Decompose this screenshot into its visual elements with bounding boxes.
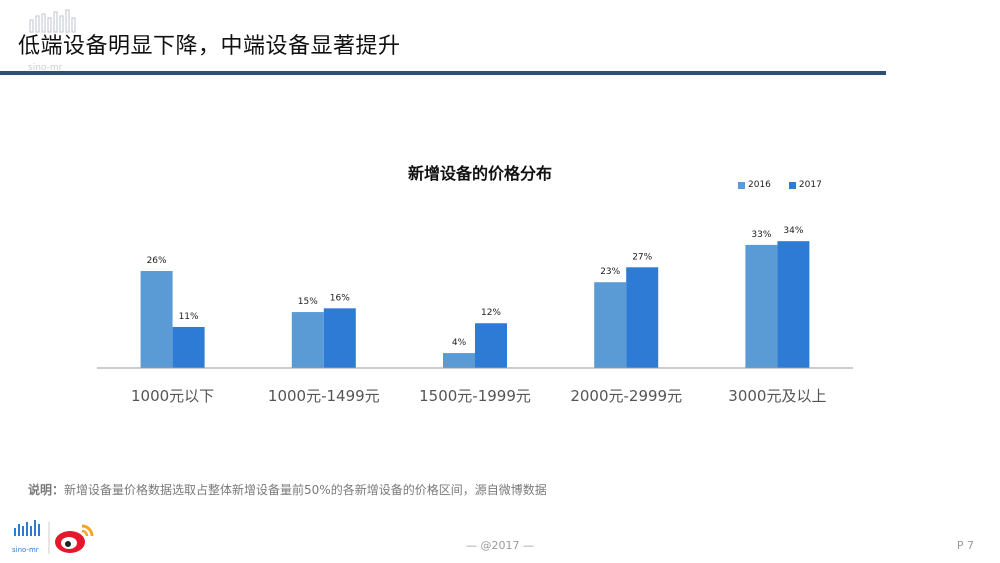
x-tick-label-2: 1500元-1999元 [419,387,531,405]
chart-title: 新增设备的价格分布 [407,164,552,183]
title-divider [0,71,886,75]
data-label-2017-0: 11% [179,312,199,322]
legend-label-2016: 2016 [748,180,771,190]
sino-mr-logo-icon [14,520,40,536]
legend-item-2016: 2016 [738,180,771,190]
x-tick-label-4: 3000元及以上 [728,387,826,405]
data-label-2017-3: 27% [632,252,652,262]
legend-label-2017: 2017 [798,180,822,190]
chart-note: 说明：新增设备量价格数据选取占整体新增设备量前50%的各新增设备的价格区间，源自… [28,481,547,498]
x-tick-label-0: 1000元以下 [131,387,214,405]
page-title: 低端设备明显下降，中端设备显著提升 [18,34,401,59]
legend-swatch-2016 [738,181,745,189]
data-label-2017-2: 12% [481,308,501,318]
bar-2016-0 [140,271,173,368]
data-label-2016-3: 23% [600,267,620,277]
bar-2017-1 [323,308,356,368]
legend-item-2017: 2017 [788,180,822,190]
page-number: P 7 [956,539,974,552]
data-label-2016-1: 15% [298,297,318,307]
bar-2016-4 [745,244,778,368]
note-text: 新增设备量价格数据选取占整体新增设备量前50%的各新增设备的价格区间，源自微博数… [64,483,547,497]
bar-2016-1 [291,312,324,368]
bar-2017-4 [777,241,810,368]
note-label: 说明： [28,483,65,497]
x-tick-label-1: 1000元-1499元 [268,387,380,405]
logo-text: sino-mr [28,63,63,73]
footer-logo-text: sino-mr [12,546,39,554]
sino-mr-logo: sino-mr [28,9,76,73]
x-tick-label-3: 2000元-2999元 [570,387,682,405]
weibo-icon [55,524,94,553]
bar-2016-2 [443,353,475,368]
bar-2017-2 [475,323,507,368]
bar-2016-3 [594,282,627,368]
footer-logos: sino-mr [12,520,94,554]
data-label-2016-0: 26% [147,256,167,266]
bar-2017-3 [626,267,659,368]
data-label-2017-4: 34% [783,226,803,236]
data-label-2016-2: 4% [452,338,467,348]
chart-legend: 2016 2017 [738,180,822,190]
bar-2017-0 [172,326,205,368]
data-label-2016-4: 33% [751,230,771,240]
legend-swatch-2017 [788,181,796,189]
data-label-2017-1: 16% [330,293,350,303]
footer-copyright: — @2017 — [466,539,534,552]
